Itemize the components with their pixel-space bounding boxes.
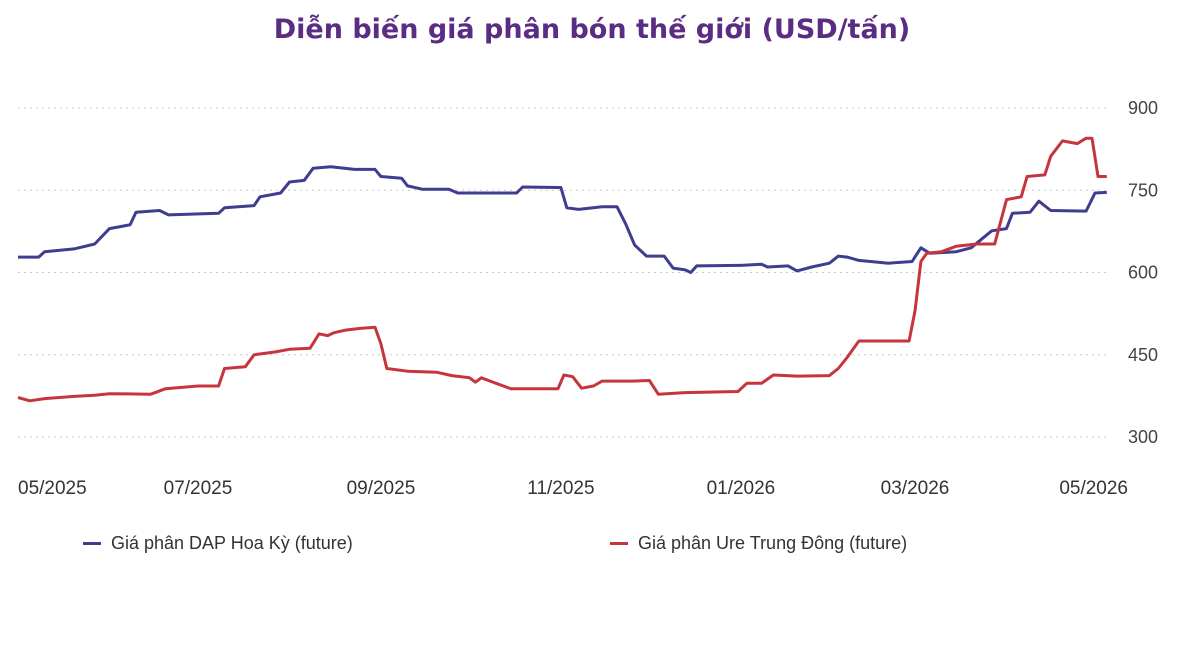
y-tick-label: 900 (1128, 98, 1158, 118)
y-tick-label: 750 (1128, 180, 1158, 200)
legend-label-ure: Giá phân Ure Trung Đông (future) (638, 533, 908, 553)
legend-label-dap: Giá phân DAP Hoa Kỳ (future) (111, 533, 353, 553)
y-axis-labels: 900 750 600 450 300 (1128, 98, 1158, 447)
legend-item-dap: Giá phân DAP Hoa Kỳ (future) (83, 533, 353, 554)
legend-swatch-dap (83, 542, 101, 545)
x-tick-label: 05/2025 (18, 478, 87, 499)
x-tick-label: 01/2026 (707, 478, 776, 499)
series-line-ure (17, 136, 1107, 403)
line-chart: 900 750 600 450 300 05/2025 07/2025 09/2025 11/… (17, 98, 1158, 499)
x-tick-label: 05/2026 (1059, 478, 1128, 499)
series-lines (17, 136, 1107, 403)
x-tick-label: 09/2025 (347, 478, 416, 499)
x-tick-label: 07/2025 (164, 478, 233, 499)
y-tick-label: 450 (1128, 345, 1158, 365)
series-line-dap (18, 165, 1107, 274)
x-tick-label: 03/2026 (881, 478, 950, 499)
chart-title: Diễn biến giá phân bón thế giới (USD/tấn… (273, 14, 911, 45)
legend-swatch-ure (610, 542, 628, 545)
y-tick-label: 300 (1128, 427, 1158, 447)
y-tick-label: 600 (1128, 263, 1158, 283)
x-axis-labels: 05/2025 07/2025 09/2025 11/2025 01/2026 03/20… (18, 478, 1128, 499)
legend-item-ure: Giá phân Ure Trung Đông (future) (610, 533, 907, 554)
grid-lines (18, 107, 1108, 438)
x-tick-label: 11/2025 (527, 478, 594, 499)
